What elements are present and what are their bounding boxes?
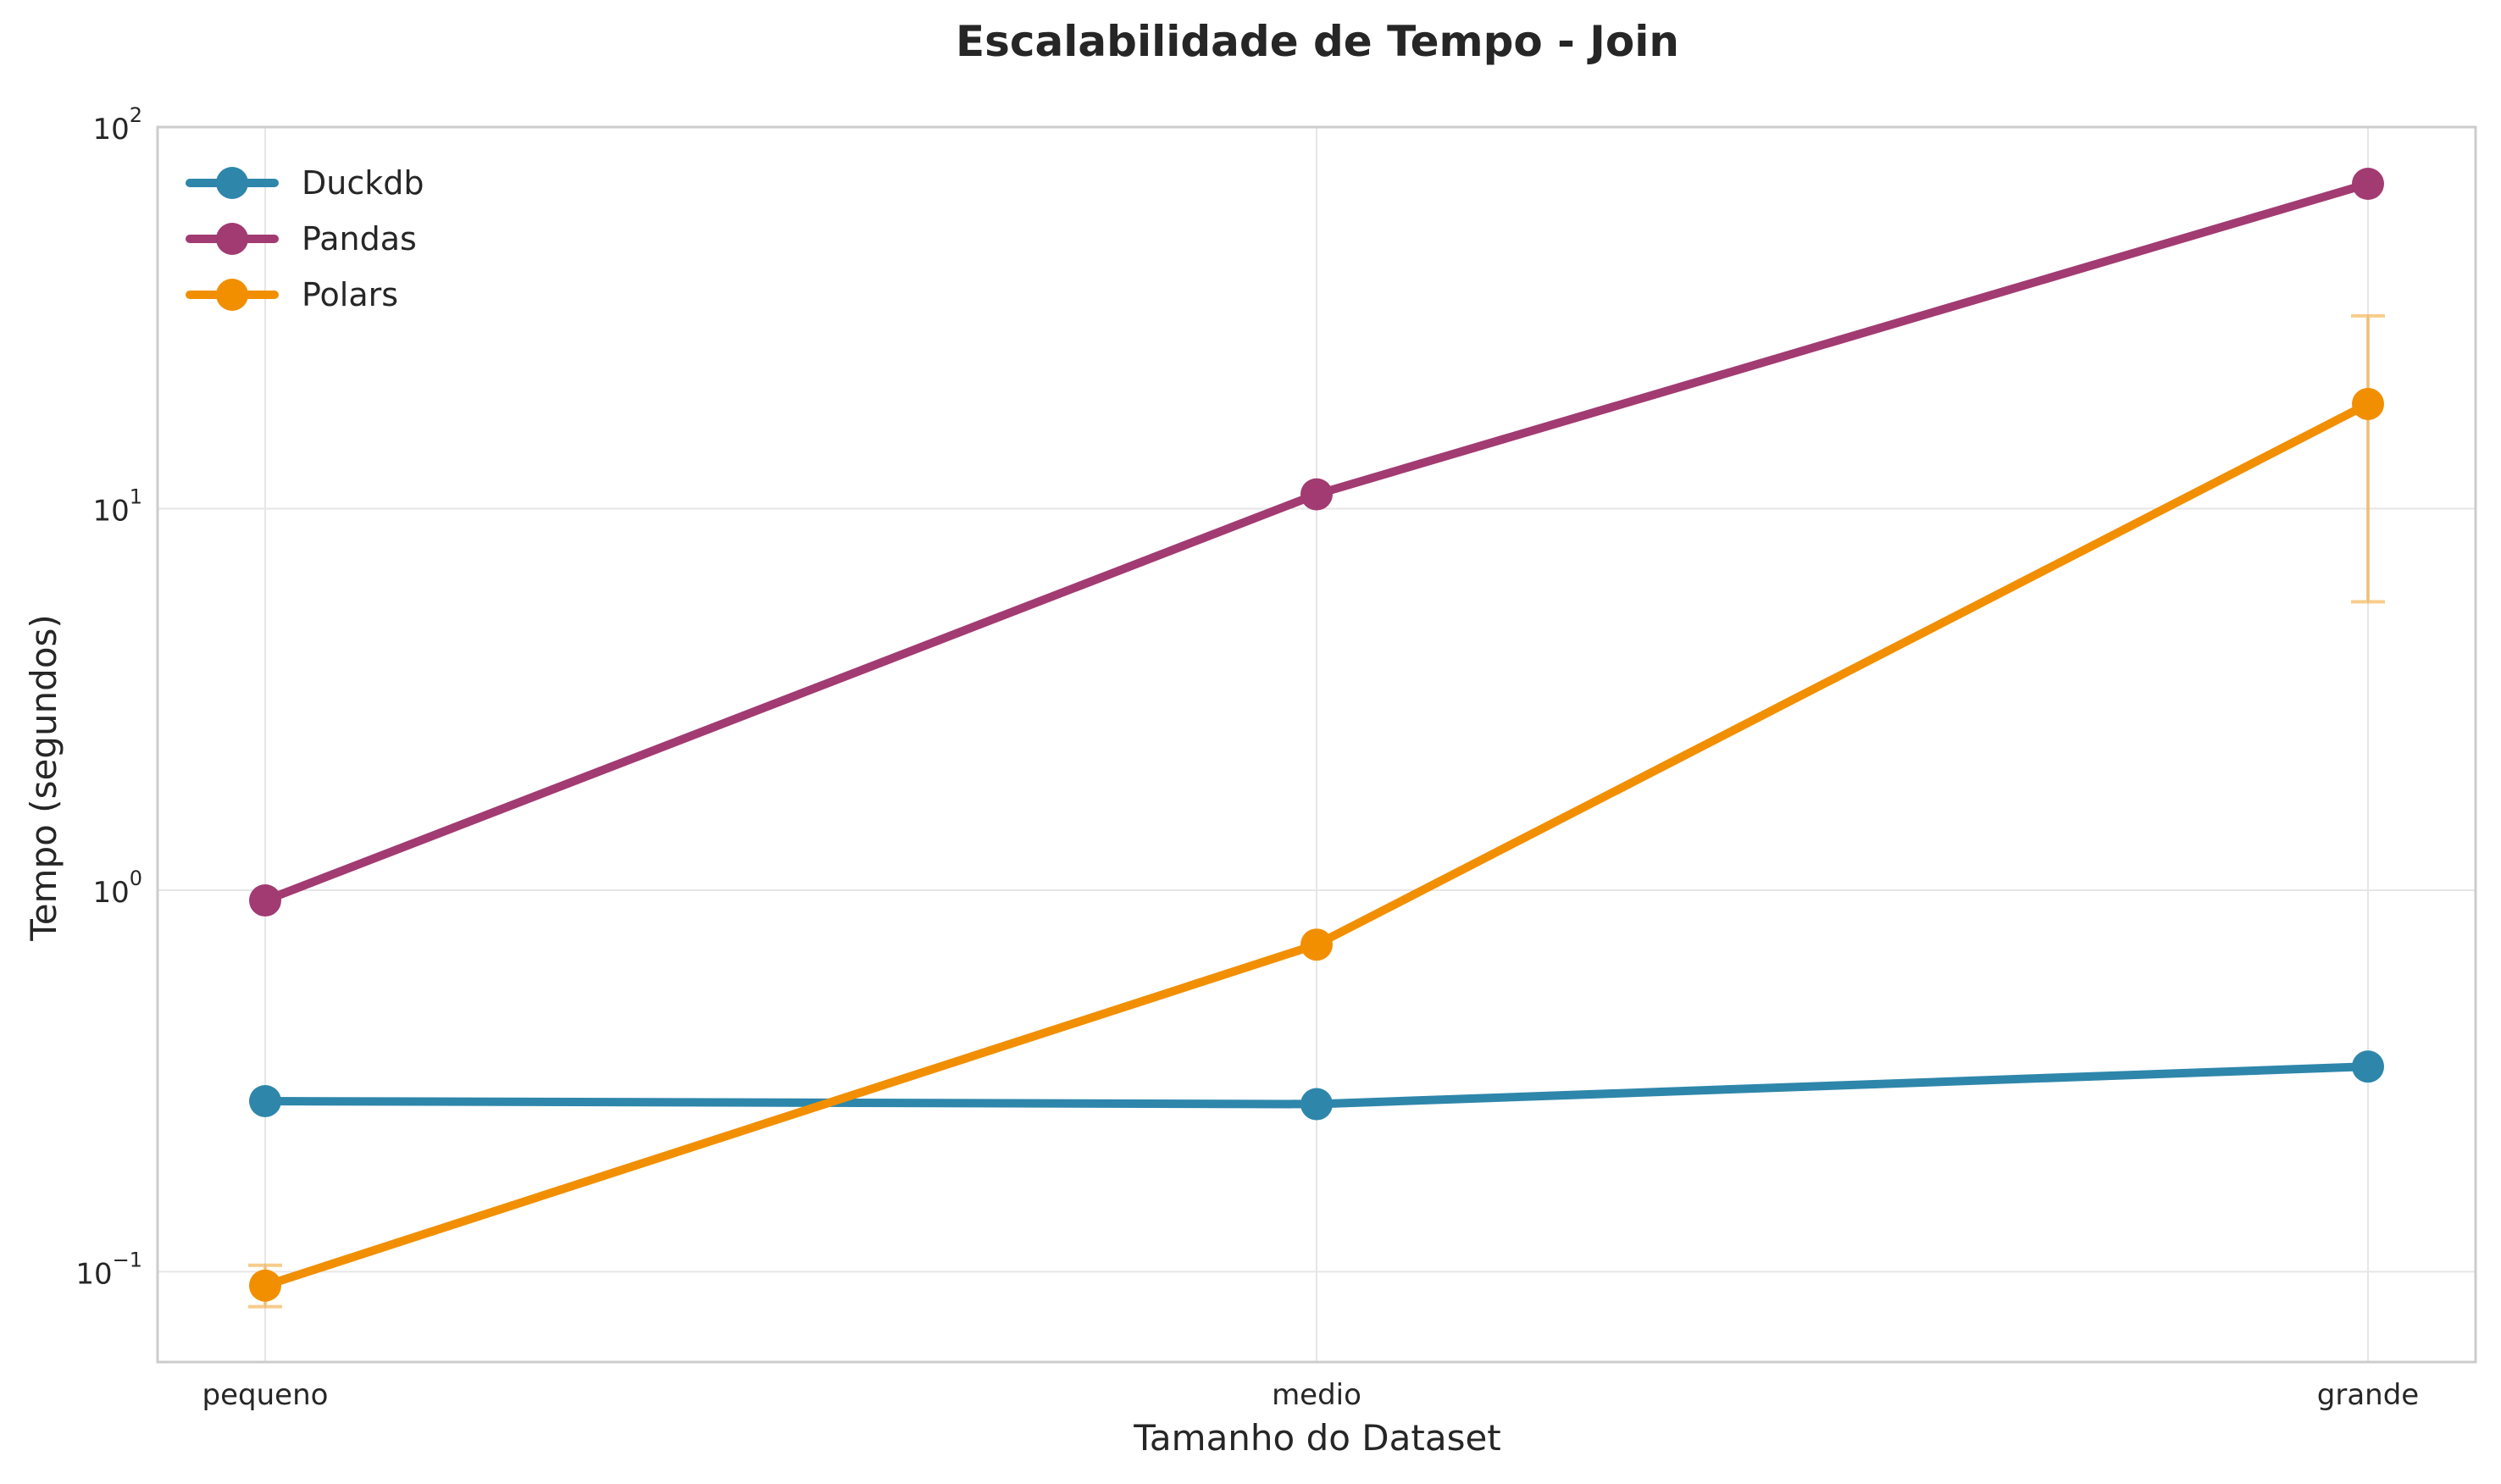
error-bar xyxy=(2351,313,2385,604)
y-axis-label: Tempo (segundos) xyxy=(23,614,64,942)
x-tick-label: pequeno xyxy=(202,1378,329,1412)
data-point-duckdb xyxy=(249,1084,281,1117)
x-axis-label: Tamanho do Dataset xyxy=(1133,1417,1501,1459)
data-point-pandas xyxy=(2352,168,2384,201)
y-tick-label: 10−1 xyxy=(75,1248,142,1291)
x-tick-label: grande xyxy=(2317,1378,2419,1412)
legend-item-polars: Polars xyxy=(186,276,398,313)
y-tick-label: 101 xyxy=(92,485,142,528)
chart-title: Escalabilidade de Tempo - Join xyxy=(956,17,1679,66)
x-tick-label: medio xyxy=(1272,1378,1361,1412)
y-tick-label: 100 xyxy=(92,867,142,910)
data-point-pandas xyxy=(1300,478,1333,511)
legend-label-pandas: Pandas xyxy=(302,220,417,257)
plot-frame xyxy=(156,125,2477,1364)
data-point-polars xyxy=(249,1269,281,1302)
legend-marker-pandas xyxy=(216,223,248,255)
legend-item-duckdb: Duckdb xyxy=(186,164,424,202)
data-point-pandas xyxy=(249,884,281,917)
legend: Duckdb Pandas Polars xyxy=(186,164,424,313)
data-point-duckdb xyxy=(1300,1088,1333,1121)
legend-marker-duckdb xyxy=(216,167,248,199)
y-tick-label: 102 xyxy=(92,103,142,147)
data-point-polars xyxy=(2352,387,2384,420)
data-point-duckdb xyxy=(2352,1050,2384,1083)
legend-marker-polars xyxy=(216,279,248,311)
data-point-polars xyxy=(1300,928,1333,961)
legend-label-duckdb: Duckdb xyxy=(302,164,424,202)
legend-item-pandas: Pandas xyxy=(186,220,417,257)
legend-label-polars: Polars xyxy=(302,276,398,313)
plot-area: pequeno medio grande 10−1 100 101 102 xyxy=(75,103,2477,1412)
